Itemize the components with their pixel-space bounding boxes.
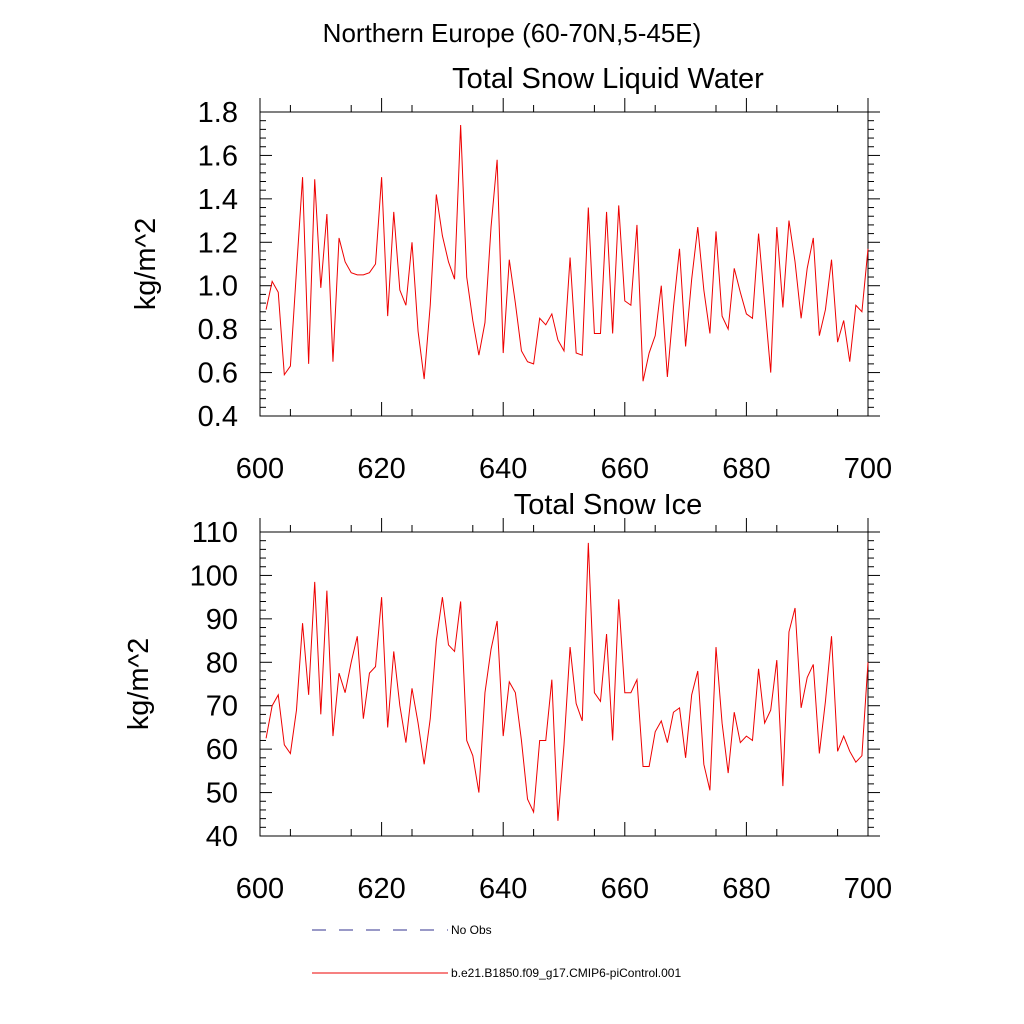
x-tick-label: 620 (357, 453, 405, 485)
y-tick-label: 80 (206, 647, 238, 679)
y-tick-label: 1.0 (198, 271, 238, 303)
x-tick-label: 620 (357, 873, 405, 905)
y-tick-label: 110 (192, 517, 238, 549)
legend-model-label: b.e21.B1850.f09_g17.CMIP6-piControl.001 (451, 966, 681, 980)
figure-suptitle: Northern Europe (60-70N,5-45E) (323, 18, 702, 48)
plot-frame (259, 531, 869, 837)
y-tick-label: 70 (206, 691, 238, 723)
legend: No Obs b.e21.B1850.f09_g17.CMIP6-piContr… (312, 923, 681, 980)
panel-snow-liquid-water: Total Snow Liquid Water 600 620 640 660 680 70… (130, 63, 892, 485)
y-tick-label: 1.4 (198, 184, 238, 216)
x-tick-label: 680 (722, 453, 770, 485)
x-tick-label: 660 (601, 873, 649, 905)
x-tick-label: 660 (601, 453, 649, 485)
plot-frame (259, 111, 869, 417)
y-tick-label: 50 (206, 778, 238, 810)
y-tick-label: 0.8 (198, 314, 238, 346)
y-tick-label: 1.2 (198, 227, 238, 259)
y-tick-label: 40 (206, 821, 238, 853)
y-tick-label: 0.6 (198, 358, 238, 390)
y-tick-label: 1.8 (198, 97, 238, 129)
x-tick-label: 680 (722, 873, 770, 905)
x-tick-label: 600 (236, 873, 284, 905)
series-line (265, 542, 869, 821)
x-tick-label: 600 (236, 453, 284, 485)
y-tick-label: 1.6 (198, 140, 238, 172)
x-tick-label: 640 (479, 453, 527, 485)
legend-obs-label: No Obs (451, 923, 492, 937)
panel-title: Total Snow Ice (514, 489, 703, 521)
y-tick-label: 0.4 (198, 401, 238, 433)
y-tick-label: 60 (206, 734, 238, 766)
series-line (265, 125, 869, 382)
y-axis-label: kg/m^2 (130, 218, 162, 311)
x-tick-label: 700 (844, 453, 892, 485)
x-tick-label: 640 (479, 873, 527, 905)
x-tick-label: 700 (844, 873, 892, 905)
y-axis-label: kg/m^2 (123, 638, 155, 731)
panel-snow-ice: Total Snow Ice 600 620 640 660 680 700 40 50 60 70… (123, 489, 892, 905)
panel-title: Total Snow Liquid Water (452, 63, 764, 95)
y-tick-label: 100 (190, 560, 238, 592)
y-tick-label: 90 (206, 604, 238, 636)
